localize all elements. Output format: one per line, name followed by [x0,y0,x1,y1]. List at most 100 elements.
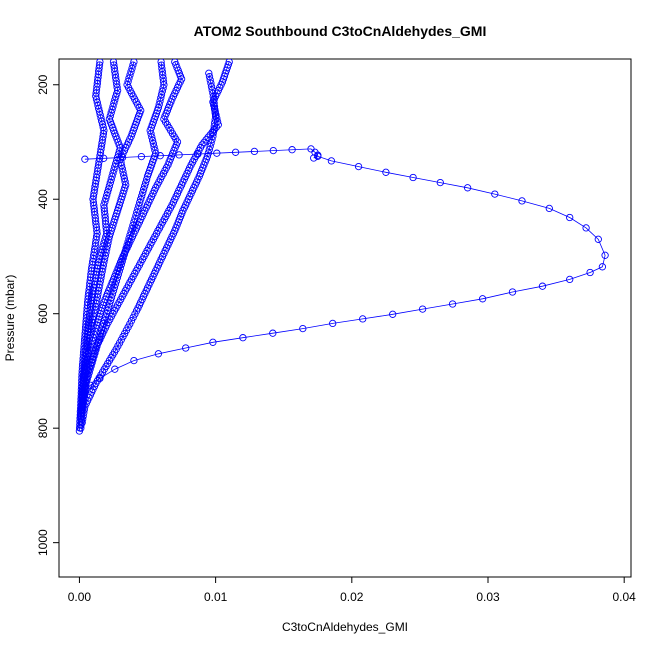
data-point [204,149,213,157]
data-point [208,128,216,136]
data-point [329,319,337,328]
data-point [87,340,95,348]
series-layer [75,59,609,435]
data-point [125,74,133,82]
data-point [205,69,213,77]
x-tick-label: 0.01 [204,590,228,604]
data-point [107,293,116,302]
data-point [208,135,216,144]
data-point [113,156,121,165]
data-point [601,251,609,259]
data-point [116,144,124,152]
data-point [156,152,164,160]
data-point [212,111,220,119]
data-point [202,136,210,144]
data-point [106,296,115,305]
x-tick-label: 0.02 [340,590,364,604]
data-point [448,300,457,308]
y-tick-label: 600 [36,303,50,323]
data-point [146,126,154,135]
series-6 [78,59,186,398]
data-point [382,168,390,176]
data-point [107,109,115,117]
data-point [389,310,397,318]
data-point [78,387,87,395]
data-point [299,324,307,333]
data-point [149,139,158,148]
data-point [157,94,165,102]
data-point [250,147,259,156]
data-point [207,79,215,87]
data-point [213,117,222,126]
data-point [142,175,151,184]
data-point [101,236,109,244]
data-point [206,76,214,84]
data-point [147,130,155,138]
data-point [75,427,84,435]
data-point [582,224,590,232]
data-point [436,178,444,187]
data-point [99,242,107,250]
data-point [314,152,322,160]
data-point [138,192,146,200]
data-point [463,184,472,192]
y-axis: 200 400 600 800 1000 [36,74,59,556]
data-point [586,268,594,277]
data-point [111,365,119,373]
x-tick-label: 0.04 [613,590,637,604]
data-point [194,150,202,158]
data-point [137,195,145,203]
y-axis-label: Pressure (mbar) [3,275,17,362]
data-point [139,189,147,197]
data-point [231,148,240,156]
series-line [79,61,105,432]
data-point [269,329,277,337]
data-point [129,61,137,69]
series-7 [75,59,108,435]
data-point [134,205,142,213]
data-point [206,142,214,150]
data-point [213,149,221,157]
data-point [81,155,89,163]
x-axis: 0.00 0.01 0.02 0.03 0.04 [68,577,636,604]
y-tick-label: 400 [36,189,50,209]
data-point [156,97,164,105]
data-point [206,131,214,139]
data-point [545,204,553,213]
data-point [141,179,150,187]
data-point [137,152,146,161]
data-point [508,288,517,296]
data-point [269,146,277,155]
data-point [130,356,138,365]
data-point [126,71,134,79]
series-line [83,148,606,395]
data-point [154,350,163,358]
data-point [538,282,547,290]
data-point [111,96,119,104]
data-point [211,108,219,116]
data-point [150,143,158,151]
plot-frame [58,58,632,578]
data-point [354,162,363,171]
data-point [491,190,499,198]
data-point [112,159,120,168]
y-tick-label: 200 [36,74,50,94]
data-point [566,275,574,284]
data-point [209,98,217,106]
data-point [160,81,168,89]
data-point [210,126,218,134]
data-point [310,154,318,162]
data-point [130,59,138,66]
data-point [112,93,120,101]
y-tick-label: 1000 [36,529,50,556]
data-point [128,64,136,73]
data-point [288,146,296,154]
x-tick-label: 0.00 [68,590,92,604]
data-point [239,334,247,342]
data-point [115,147,124,155]
data-point [409,173,417,182]
data-point [204,133,212,141]
x-axis-label: C3toCnAldehydes_GMI [282,620,408,634]
data-point [148,133,156,141]
